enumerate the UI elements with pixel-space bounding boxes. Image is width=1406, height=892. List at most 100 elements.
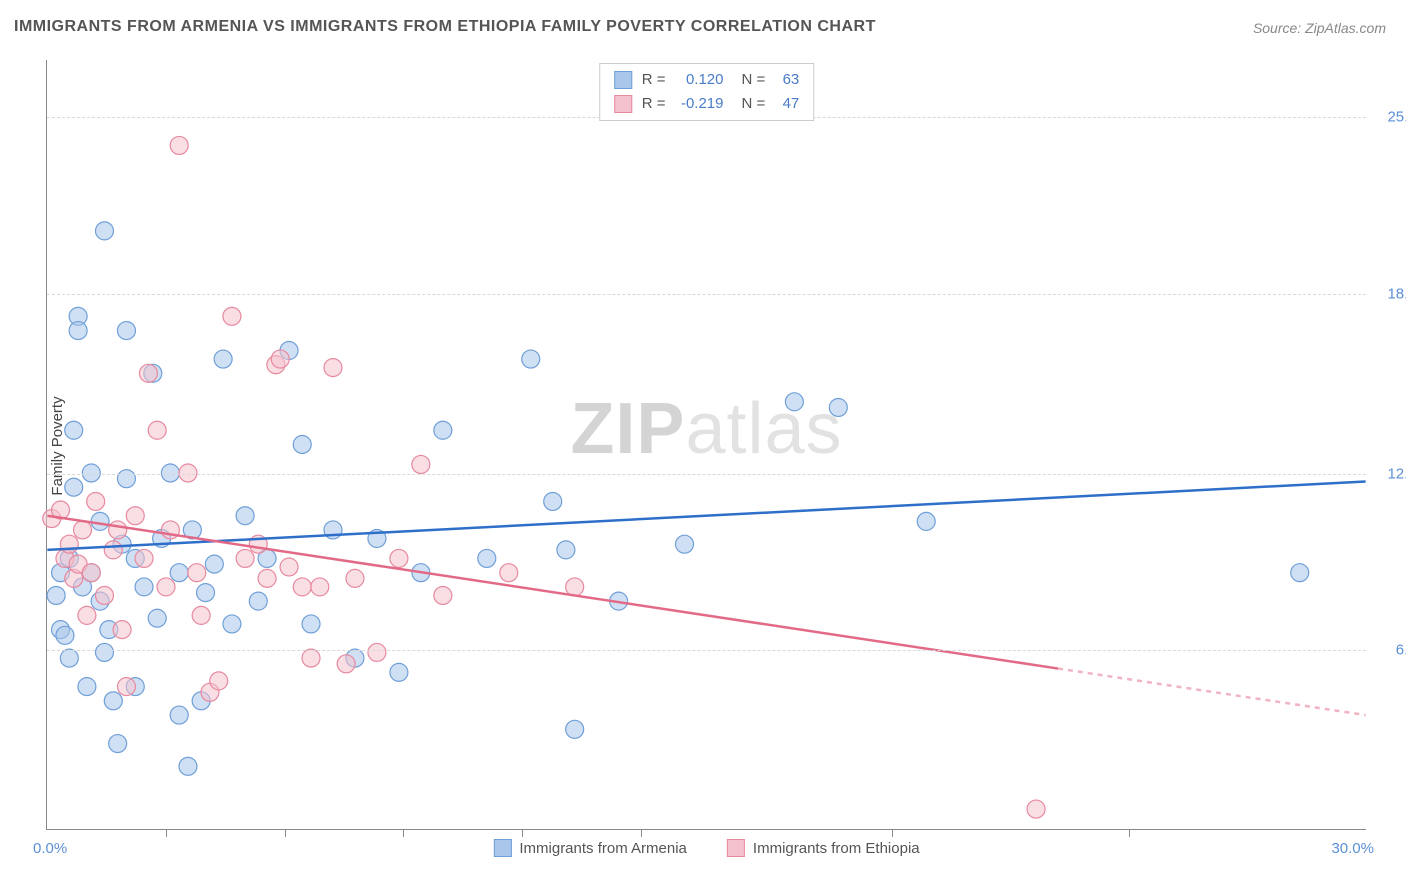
x-axis-min: 0.0% xyxy=(33,840,67,857)
y-tick-label: 6.3% xyxy=(1374,642,1406,659)
scatter-point-ethiopia xyxy=(566,578,584,596)
correlation-stats-box: R = 0.120 N = 63 R = -0.219 N = 47 xyxy=(599,63,815,121)
source-attribution: Source: ZipAtlas.com xyxy=(1253,20,1386,36)
swatch-ethiopia xyxy=(727,839,745,857)
scatter-point-armenia xyxy=(785,393,803,411)
scatter-point-armenia xyxy=(170,564,188,582)
scatter-point-ethiopia xyxy=(139,364,157,382)
scatter-point-ethiopia xyxy=(210,672,228,690)
x-tick xyxy=(892,829,893,837)
scatter-point-ethiopia xyxy=(95,586,113,604)
scatter-point-armenia xyxy=(205,555,223,573)
scatter-point-ethiopia xyxy=(293,578,311,596)
x-tick xyxy=(1129,829,1130,837)
x-tick xyxy=(166,829,167,837)
scatter-point-ethiopia xyxy=(82,564,100,582)
scatter-point-ethiopia xyxy=(271,350,289,368)
scatter-point-ethiopia xyxy=(192,606,210,624)
y-tick-label: 25.0% xyxy=(1374,109,1406,126)
scatter-point-ethiopia xyxy=(113,621,131,639)
scatter-point-armenia xyxy=(302,615,320,633)
scatter-point-armenia xyxy=(434,421,452,439)
scatter-point-ethiopia xyxy=(390,549,408,567)
scatter-point-ethiopia xyxy=(412,455,430,473)
scatter-point-armenia xyxy=(223,615,241,633)
swatch-armenia xyxy=(493,839,511,857)
legend-label: Immigrants from Armenia xyxy=(519,840,687,857)
swatch-ethiopia xyxy=(614,95,632,113)
scatter-point-armenia xyxy=(56,626,74,644)
x-tick xyxy=(641,829,642,837)
scatter-point-ethiopia xyxy=(324,359,342,377)
scatter-point-armenia xyxy=(249,592,267,610)
y-tick-label: 12.5% xyxy=(1374,465,1406,482)
stats-row-armenia: R = 0.120 N = 63 xyxy=(614,68,800,92)
scatter-point-armenia xyxy=(69,322,87,340)
stats-row-ethiopia: R = -0.219 N = 47 xyxy=(614,92,800,116)
chart-plot-area: ZIPatlas R = 0.120 N = 63 R = -0.219 N =… xyxy=(46,60,1366,830)
scatter-point-ethiopia xyxy=(302,649,320,667)
scatter-point-armenia xyxy=(170,706,188,724)
scatter-point-armenia xyxy=(135,578,153,596)
scatter-point-ethiopia xyxy=(157,578,175,596)
scatter-point-armenia xyxy=(91,512,109,530)
y-tick-label: 18.8% xyxy=(1374,285,1406,302)
scatter-point-ethiopia xyxy=(1027,800,1045,818)
scatter-point-armenia xyxy=(236,507,254,525)
scatter-point-armenia xyxy=(197,584,215,602)
scatter-point-armenia xyxy=(522,350,540,368)
scatter-point-ethiopia xyxy=(223,307,241,325)
scatter-point-armenia xyxy=(95,643,113,661)
legend-label: Immigrants from Ethiopia xyxy=(753,840,920,857)
scatter-point-armenia xyxy=(104,692,122,710)
scatter-point-ethiopia xyxy=(500,564,518,582)
scatter-point-ethiopia xyxy=(104,541,122,559)
gridline-h xyxy=(47,650,1366,651)
scatter-point-armenia xyxy=(117,470,135,488)
scatter-point-armenia xyxy=(917,512,935,530)
scatter-point-ethiopia xyxy=(60,535,78,553)
scatter-point-armenia xyxy=(47,586,65,604)
scatter-point-ethiopia xyxy=(236,549,254,567)
scatter-point-ethiopia xyxy=(188,564,206,582)
scatter-point-ethiopia xyxy=(126,507,144,525)
scatter-point-armenia xyxy=(65,421,83,439)
scatter-point-armenia xyxy=(214,350,232,368)
scatter-point-armenia xyxy=(78,678,96,696)
scatter-point-armenia xyxy=(95,222,113,240)
scatter-point-ethiopia xyxy=(337,655,355,673)
scatter-point-armenia xyxy=(478,549,496,567)
scatter-point-armenia xyxy=(148,609,166,627)
scatter-point-armenia xyxy=(676,535,694,553)
scatter-point-armenia xyxy=(60,649,78,667)
scatter-point-armenia xyxy=(390,663,408,681)
scatter-point-ethiopia xyxy=(148,421,166,439)
x-tick xyxy=(522,829,523,837)
scatter-point-ethiopia xyxy=(311,578,329,596)
scatter-point-armenia xyxy=(829,398,847,416)
scatter-point-ethiopia xyxy=(74,521,92,539)
scatter-point-ethiopia xyxy=(135,549,153,567)
scatter-point-armenia xyxy=(179,757,197,775)
gridline-h xyxy=(47,474,1366,475)
scatter-point-armenia xyxy=(566,720,584,738)
x-tick xyxy=(285,829,286,837)
chart-title: IMMIGRANTS FROM ARMENIA VS IMMIGRANTS FR… xyxy=(14,18,876,36)
scatter-point-ethiopia xyxy=(434,586,452,604)
scatter-point-armenia xyxy=(1291,564,1309,582)
scatter-point-ethiopia xyxy=(109,521,127,539)
scatter-point-ethiopia xyxy=(78,606,96,624)
scatter-point-ethiopia xyxy=(258,569,276,587)
trendline-ethiopia-extrapolated xyxy=(1058,669,1366,716)
series-legend: Immigrants from Armenia Immigrants from … xyxy=(493,839,919,857)
legend-item-armenia: Immigrants from Armenia xyxy=(493,839,687,857)
scatter-point-armenia xyxy=(109,735,127,753)
scatter-point-armenia xyxy=(117,322,135,340)
swatch-armenia xyxy=(614,71,632,89)
legend-item-ethiopia: Immigrants from Ethiopia xyxy=(727,839,920,857)
scatter-point-ethiopia xyxy=(280,558,298,576)
scatter-point-armenia xyxy=(544,492,562,510)
scatter-point-armenia xyxy=(557,541,575,559)
gridline-h xyxy=(47,294,1366,295)
scatter-svg xyxy=(47,60,1366,829)
